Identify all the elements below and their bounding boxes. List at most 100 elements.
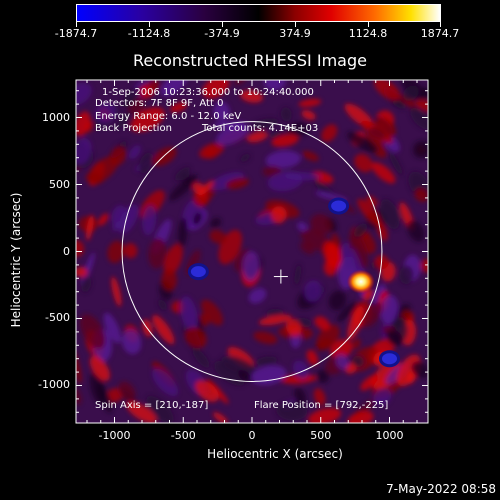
- emission-speckle: [347, 305, 364, 340]
- emission-speckle: [407, 220, 425, 242]
- x-tick-label: -1000: [98, 429, 131, 442]
- colorbar-tick: [149, 22, 150, 27]
- emission-speckle: [301, 110, 316, 120]
- flare-source: [346, 269, 375, 294]
- emission-speckle: [294, 263, 302, 286]
- emission-speckle: [122, 88, 139, 109]
- emission-speckle: [242, 251, 260, 282]
- colorbar-tick: [76, 22, 77, 27]
- emission-speckle: [118, 381, 136, 401]
- emission-speckle: [388, 151, 403, 176]
- method-label: Back Projection: [95, 123, 172, 134]
- emission-speckle: [160, 80, 188, 97]
- emission-speckle: [297, 222, 308, 232]
- emission-speckle: [308, 407, 342, 423]
- emission-speckle: [193, 190, 209, 206]
- emission-speckle: [294, 387, 307, 406]
- emission-speckle: [312, 171, 334, 184]
- emission-speckle: [81, 276, 92, 293]
- emission-speckle: [192, 348, 210, 369]
- emission-speckle: [163, 243, 183, 276]
- time-range: 1-Sep-2006 10:23:36.000 to 10:24:40.000: [102, 87, 314, 98]
- emission-speckle: [112, 220, 122, 232]
- emission-speckle: [316, 369, 330, 384]
- y-axis-label: Heliocentric Y (arcsec): [9, 192, 23, 328]
- emission-speckle: [251, 365, 287, 386]
- emission-speckle: [357, 198, 382, 227]
- emission-speckle: [123, 243, 138, 259]
- y-tick-label: -500: [45, 311, 70, 325]
- emission-speckle: [98, 213, 109, 226]
- y-tick-label: 500: [49, 177, 70, 191]
- emission-speckle: [271, 134, 299, 147]
- emission-speckle: [287, 122, 310, 137]
- emission-speckle: [85, 172, 104, 184]
- emission-speckle: [420, 258, 428, 273]
- emission-speckle: [263, 80, 286, 91]
- colorbar-label: -1124.8: [127, 27, 171, 40]
- emission-speckle: [148, 237, 167, 269]
- emission-speckle: [107, 388, 123, 403]
- emission-speckle: [293, 360, 309, 379]
- emission-speckle: [368, 127, 385, 140]
- emission-speckle: [373, 388, 392, 406]
- emission-speckle: [353, 223, 368, 238]
- energy-range: Energy Range: 6.0 - 12.0 keV: [95, 111, 242, 122]
- y-tick-label: 1000: [42, 110, 70, 124]
- emission-speckle: [380, 295, 399, 325]
- emission-speckle: [210, 217, 222, 228]
- spin-axis-label: Spin Axis = [210,-187]: [95, 400, 209, 411]
- emission-speckle: [270, 206, 287, 224]
- emission-speckle: [240, 153, 251, 162]
- x-axis-label: Heliocentric X (arcsec): [207, 447, 343, 461]
- emission-speckle: [107, 240, 125, 263]
- emission-speckle: [323, 241, 341, 269]
- emission-speckle: [240, 90, 264, 103]
- emission-speckle: [410, 107, 428, 130]
- emission-speckle: [371, 162, 396, 184]
- flare-position-label: Flare Position = [792,-225]: [254, 400, 389, 411]
- emission-speckle: [128, 145, 141, 159]
- emission-speckle: [348, 232, 369, 269]
- emission-speckle: [276, 401, 308, 421]
- emission-speckle: [80, 252, 95, 287]
- emission-speckle: [209, 172, 244, 191]
- emission-speckle: [354, 153, 373, 173]
- x-tick-label: 0: [248, 429, 256, 442]
- emission-speckle: [209, 230, 227, 244]
- emission-speckle: [180, 296, 198, 332]
- plot-title: Reconstructed RHESSI Image: [133, 51, 367, 70]
- emission-speckle: [111, 276, 122, 307]
- colorbar-tick: [295, 22, 296, 27]
- emission-speckle: [76, 349, 82, 384]
- emission-speckle: [346, 131, 378, 154]
- emission-speckle: [161, 268, 177, 291]
- emission-speckle: [246, 131, 268, 143]
- emission-speckle: [213, 360, 246, 386]
- emission-speckle: [365, 131, 387, 159]
- emission-speckle: [126, 401, 157, 423]
- emission-speckle: [152, 368, 179, 397]
- emission-speckle: [310, 213, 333, 235]
- emission-speckle: [103, 312, 121, 344]
- emission-speckle: [221, 355, 257, 376]
- emission-speckle: [184, 327, 207, 349]
- emission-speckle: [352, 355, 364, 368]
- emission-speckle: [202, 80, 230, 99]
- colorbar-tick: [368, 22, 369, 27]
- emission-speckle: [76, 267, 88, 278]
- emission-speckle: [330, 339, 353, 360]
- emission-speckle: [402, 85, 420, 102]
- emission-speckle: [89, 356, 110, 382]
- emission-speckle: [313, 388, 326, 406]
- emission-speckle: [253, 331, 278, 344]
- emission-speckle: [213, 101, 230, 121]
- emission-speckle: [412, 140, 428, 159]
- emission-speckle: [226, 177, 249, 190]
- emission-speckle: [157, 299, 168, 311]
- negative-blob: [328, 197, 350, 215]
- emission-speckle: [335, 354, 349, 370]
- emission-speckle: [300, 241, 315, 255]
- colorbar-label: 1124.8: [348, 27, 388, 40]
